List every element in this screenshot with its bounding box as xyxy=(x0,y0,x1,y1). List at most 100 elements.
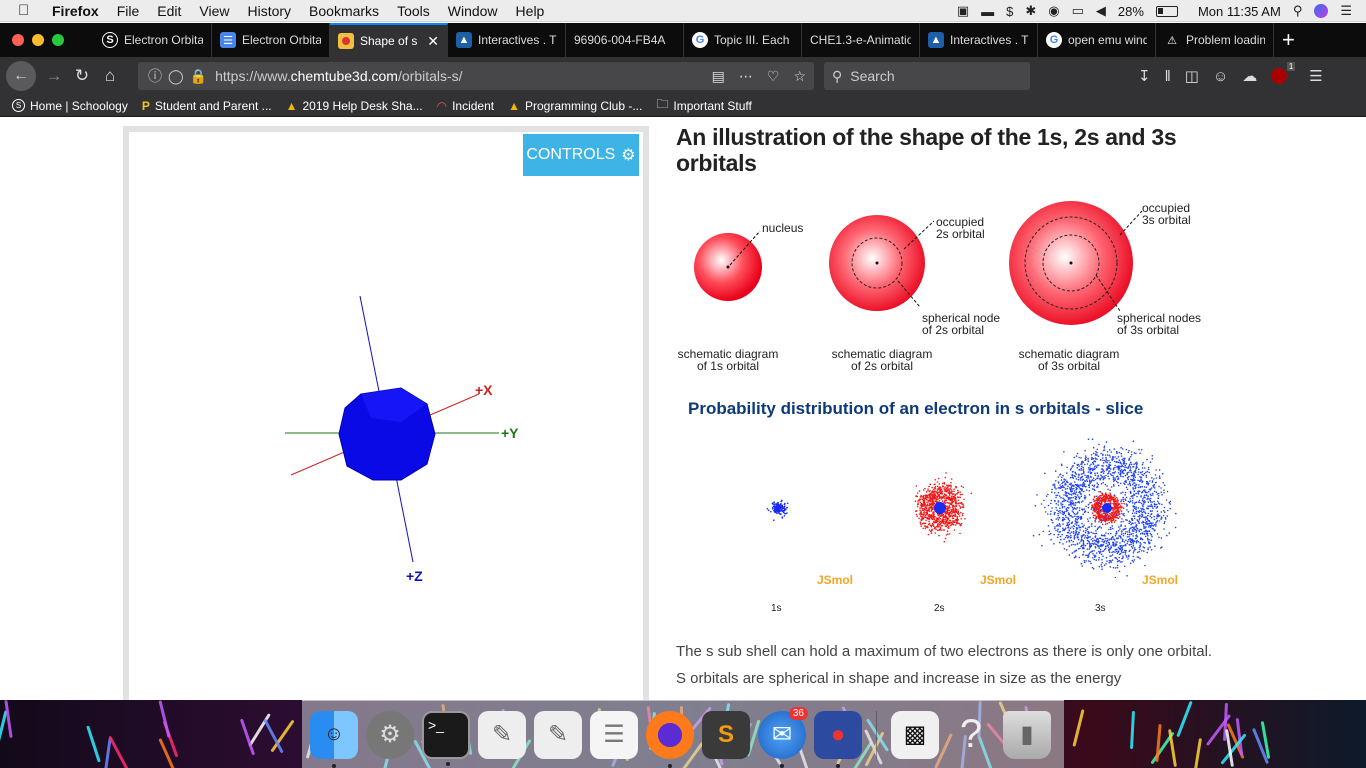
account-icon[interactable]: ☺ xyxy=(1212,67,1229,85)
help-question-icon[interactable]: ? xyxy=(959,712,983,756)
bookmark-star-icon[interactable]: ☆ xyxy=(793,67,806,84)
tab-interactives-1[interactable]: ▲ Interactives . T xyxy=(448,23,566,57)
library-icon[interactable]: ‖ xyxy=(1164,67,1171,85)
menu-file[interactable]: File xyxy=(116,2,140,19)
tab-problem-loading[interactable]: ⚠ Problem loadin xyxy=(1156,23,1274,57)
close-window-icon[interactable] xyxy=(12,34,24,46)
jsmol-logo-1s[interactable]: JSmol xyxy=(817,573,854,587)
tab-electron-orbitals-2[interactable]: ☰ Electron Orbita xyxy=(212,23,330,57)
bookmark-student-parent[interactable]: P Student and Parent ... xyxy=(141,98,272,113)
orbital-label-2s: 2s xyxy=(934,603,945,614)
wifi-icon[interactable]: ◉ xyxy=(1048,3,1060,18)
battery-percent[interactable]: 28% xyxy=(1117,3,1144,19)
menu-bookmarks[interactable]: Bookmarks xyxy=(309,2,380,19)
airplay-icon[interactable]: ▭ xyxy=(1071,3,1084,18)
controls-button[interactable]: CONTROLS ⚙ xyxy=(523,134,639,176)
probability-slices[interactable] xyxy=(676,438,1216,578)
pocket-icon[interactable]: ♡ xyxy=(766,67,780,84)
lock-icon[interactable]: 🔒 xyxy=(189,67,208,84)
downloads-icon[interactable]: ↧ xyxy=(1138,68,1151,85)
home-button[interactable]: ⌂ xyxy=(104,66,116,85)
url-text[interactable]: https://www.chemtube3d.com/orbitals-s/ xyxy=(215,68,463,84)
new-tab-button[interactable]: + xyxy=(1282,27,1295,52)
clock[interactable]: Mon 11:35 AM xyxy=(1197,3,1281,19)
sublime-text-icon[interactable]: S xyxy=(702,710,750,759)
search-input[interactable]: Search xyxy=(850,68,895,84)
apple-icon[interactable]:  xyxy=(18,2,34,19)
minimize-window-icon[interactable] xyxy=(32,34,44,46)
preview-icon[interactable]: ▩ xyxy=(891,710,939,759)
bookmark-schoology[interactable]: S Home | Schoology xyxy=(12,99,128,113)
bookmark-programming-club[interactable]: ▲ Programming Club -... xyxy=(508,98,643,113)
reader-view-icon[interactable]: ▤ xyxy=(711,67,725,84)
box-icon[interactable]: ▣ xyxy=(956,3,970,18)
dollar-icon[interactable]: $ xyxy=(1006,3,1014,19)
bookmark-incident[interactable]: ◠ Incident xyxy=(436,98,495,113)
close-tab-icon[interactable]: ✕ xyxy=(427,32,439,49)
menu-edit[interactable]: Edit xyxy=(157,2,182,19)
jsmol-logo-3s[interactable]: JSmol xyxy=(1142,573,1179,587)
drive-status-icon[interactable]: ▬ xyxy=(981,3,995,19)
battery-icon[interactable] xyxy=(1155,5,1178,17)
tab-topic-iii[interactable]: G Topic III. Each xyxy=(684,23,802,57)
schoology-icon: S xyxy=(12,99,25,112)
forward-button[interactable]: → xyxy=(45,66,63,85)
label-occupied-2s-line2: 2s orbital xyxy=(936,227,985,241)
tab-shape-of-s[interactable]: Shape of s ✕ xyxy=(330,23,448,57)
extension-icon[interactable]: ☁ xyxy=(1242,68,1258,85)
orbital-scene[interactable] xyxy=(129,132,643,700)
notes-icon[interactable]: ☰ xyxy=(590,710,638,759)
page-actions-icon[interactable]: ⋯ xyxy=(738,67,753,84)
back-button[interactable]: ← xyxy=(6,61,36,91)
url-bar[interactable]: ⓘ ◯ 🔒 https://www.chemtube3d.com/orbital… xyxy=(138,62,814,90)
bookmark-help-desk[interactable]: ▲ 2019 Help Desk Sha... xyxy=(285,98,423,113)
bookmark-important-stuff[interactable]: 🗀 Important Stuff xyxy=(656,95,752,116)
spotlight-icon[interactable]: ⚲ xyxy=(1292,3,1303,18)
drive-icon: ▲ xyxy=(285,98,298,113)
textedit-icon[interactable]: ✎ xyxy=(534,710,582,759)
tab-interactives-2[interactable]: ▲ Interactives . T xyxy=(920,23,1038,57)
reload-button[interactable]: ↻ xyxy=(74,66,90,85)
article: An illustration of the shape of the 1s, … xyxy=(676,118,1216,687)
shield-icon[interactable]: ◯ xyxy=(168,67,184,84)
caption-1s-line1: schematic diagram xyxy=(677,347,779,361)
label-node-2s-line2: of 2s orbital xyxy=(922,323,985,337)
search-icon: ⚲ xyxy=(832,67,843,84)
finder-icon[interactable]: ☺ xyxy=(310,710,358,768)
sidebar-icon[interactable]: ◫ xyxy=(1184,68,1199,85)
trash-icon[interactable]: ▮ xyxy=(1003,710,1051,759)
jsmol-logo-2s[interactable]: JSmol xyxy=(980,573,1017,587)
menu-history[interactable]: History xyxy=(247,2,292,19)
tab-96906[interactable]: 96906-004-FB4A xyxy=(566,23,684,57)
macos-menu-bar:  Firefox File Edit View History Bookmar… xyxy=(0,0,1366,22)
terminal-icon[interactable]: >_ xyxy=(422,710,470,766)
firefox-dock-icon[interactable] xyxy=(646,710,694,768)
toolbar-icons: ↧ ‖ ◫ ☺ ☁ 1 ☰ xyxy=(1138,57,1323,95)
notification-center-icon[interactable]: ☰ xyxy=(1340,3,1352,18)
3d-orbital-viewer[interactable]: CONTROLS ⚙ +X +Y +Z xyxy=(123,126,649,700)
menu-tools[interactable]: Tools xyxy=(397,2,430,19)
menu-app-firefox[interactable]: Firefox xyxy=(52,2,99,19)
zoom-window-icon[interactable] xyxy=(52,34,64,46)
search-bar[interactable]: ⚲ Search xyxy=(824,62,1030,90)
volume-icon[interactable]: ◀ xyxy=(1095,3,1106,18)
ublock-icon[interactable]: 1 xyxy=(1271,62,1296,84)
joystick-icon[interactable]: ● xyxy=(814,710,862,768)
bluetooth-icon[interactable]: ✱ xyxy=(1025,3,1037,18)
label-occupied-2s-line1: occupied xyxy=(936,215,985,229)
system-preferences-icon[interactable]: ⚙ xyxy=(366,710,414,759)
mail-icon[interactable]: ✉ 36 xyxy=(758,706,808,768)
menu-view[interactable]: View xyxy=(199,2,230,19)
siri-icon[interactable] xyxy=(1314,4,1329,18)
mail-badge: 36 xyxy=(788,706,808,720)
info-icon[interactable]: ⓘ xyxy=(148,68,162,84)
menu-window[interactable]: Window xyxy=(447,2,498,19)
menu-help[interactable]: Help xyxy=(515,2,545,19)
tab-open-emu[interactable]: G open emu wind xyxy=(1038,23,1156,57)
script-editor-icon[interactable]: ✎ xyxy=(478,710,526,759)
tab-electron-orbitals-1[interactable]: S Electron Orbita xyxy=(94,23,212,57)
label-nucleus: nucleus xyxy=(762,221,804,235)
menu-hamburger-icon[interactable]: ☰ xyxy=(1309,68,1323,85)
tab-che13[interactable]: CHE1.3-e-Animatio xyxy=(802,23,920,57)
schoology-icon: S xyxy=(102,32,118,48)
